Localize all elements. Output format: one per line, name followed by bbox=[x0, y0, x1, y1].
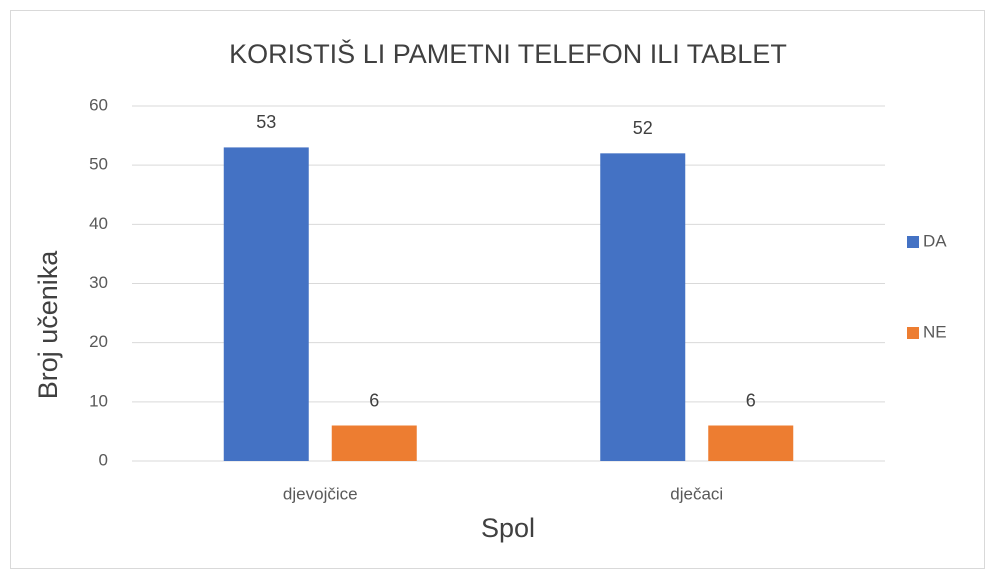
data-label: 53 bbox=[256, 112, 276, 132]
chart-title: KORISTIŠ LI PAMETNI TELEFON ILI TABLET bbox=[229, 38, 787, 69]
data-label: 52 bbox=[633, 118, 653, 138]
y-tick-label: 50 bbox=[89, 155, 108, 174]
y-tick-label: 20 bbox=[89, 332, 108, 351]
legend-swatch bbox=[907, 327, 919, 339]
x-tick-label: djevojčice bbox=[283, 484, 358, 503]
bar bbox=[600, 153, 686, 462]
x-tick-label: dječaci bbox=[670, 484, 723, 503]
x-axis-title: Spol bbox=[481, 513, 535, 543]
y-tick-label: 10 bbox=[89, 391, 108, 410]
legend-label: NE bbox=[923, 322, 947, 341]
legend-swatch bbox=[907, 236, 919, 248]
data-label: 6 bbox=[746, 390, 756, 410]
y-tick-label: 30 bbox=[89, 273, 108, 292]
legend-label: DA bbox=[923, 231, 947, 250]
bar bbox=[331, 425, 417, 461]
y-tick-label: 40 bbox=[89, 214, 108, 233]
data-label: 6 bbox=[369, 390, 379, 410]
bar bbox=[708, 425, 794, 461]
y-axis-title: Broj učenika bbox=[33, 250, 63, 400]
y-tick-label: 60 bbox=[89, 95, 108, 114]
bar bbox=[223, 147, 309, 461]
chart-border bbox=[10, 10, 985, 569]
y-tick-label: 0 bbox=[99, 450, 108, 469]
